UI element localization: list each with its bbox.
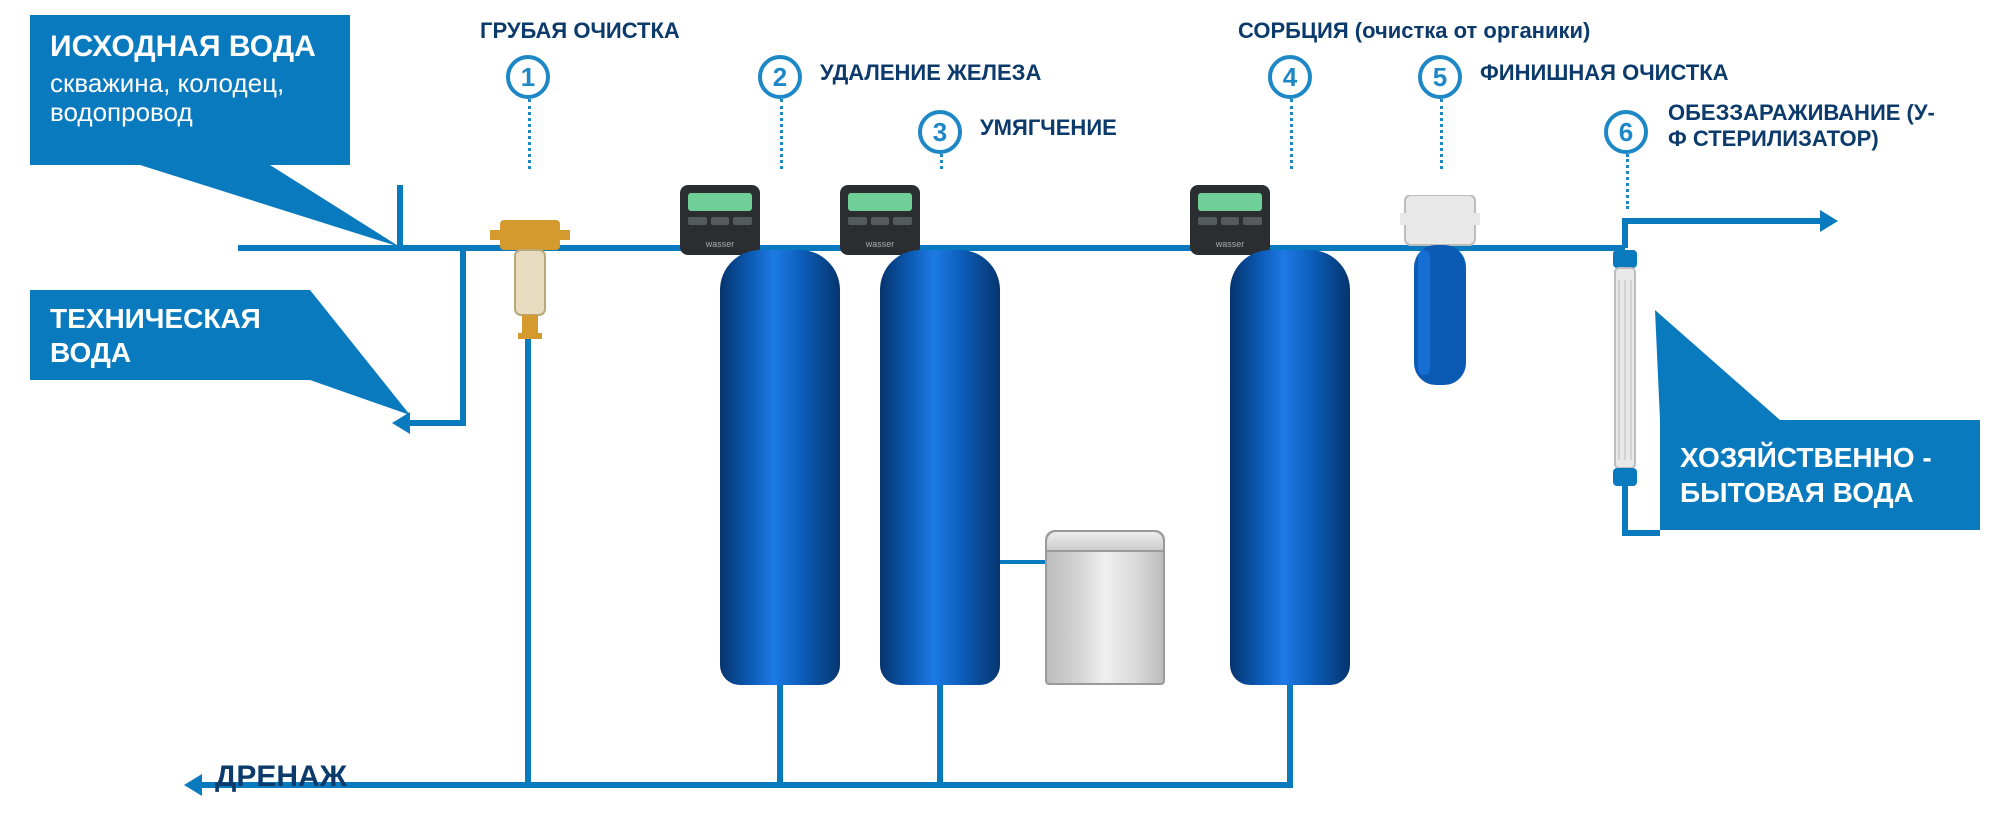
pipe-tech-vert	[460, 245, 466, 423]
arrow-drain	[184, 774, 202, 796]
stage-number-6: 6	[1604, 110, 1648, 154]
callout-inflow-title: ИСХОДНАЯ ВОДА	[50, 30, 340, 65]
stage-dots-6	[1626, 154, 1629, 209]
pipe-tank3-drain	[1287, 685, 1293, 785]
stage-label-3: УМЯГЧЕНИЕ	[980, 115, 1117, 141]
pipe-brine	[1000, 560, 1050, 564]
pipe-drain-vert	[525, 335, 531, 788]
callout-inflow: ИСХОДНАЯ ВОДА скважина, колодец, водопро…	[0, 0, 48, 36]
pipe-inflow-drop	[397, 185, 403, 248]
arrow-out	[1820, 210, 1838, 232]
stage-label-5: ФИНИШНАЯ ОЧИСТКА	[1480, 60, 1729, 86]
stage-number-5: 5	[1418, 55, 1462, 99]
stage-dots-5	[1440, 99, 1443, 169]
cartridge-filter	[1400, 195, 1480, 410]
stage-dots-3	[940, 154, 943, 169]
stage-label-1: ГРУБАЯ ОЧИСТКА	[480, 18, 680, 44]
pipe-drain-ext	[525, 782, 1293, 788]
brine-tank	[1045, 530, 1165, 685]
stage-dots-1	[528, 99, 531, 169]
stage-label-4: СОРБЦИЯ (очистка от органики)	[1238, 18, 1590, 44]
uv-sterilizer	[1605, 250, 1645, 495]
arrow-tech	[392, 412, 410, 434]
pipe-tank2-drain	[937, 685, 943, 785]
pipe-uv-btm	[1622, 530, 1660, 536]
pipe-uv-top	[1622, 218, 1822, 224]
stage-label-2: УДАЛЕНИЕ ЖЕЛЕЗА	[820, 60, 1041, 86]
prefilter	[490, 220, 570, 355]
pipe-tech-horiz	[408, 420, 466, 426]
callout-household-title: ХОЗЯЙСТВЕННО - БЫТОВАЯ ВОДА	[1680, 440, 1970, 510]
stage-number-1: 1	[506, 55, 550, 99]
stage-dots-2	[780, 99, 783, 169]
callout-inflow-sub: скважина, колодец, водопровод	[50, 69, 340, 129]
stage-number-3: 3	[918, 110, 962, 154]
pipe-tank1-drain	[777, 685, 783, 785]
callout-technical: ТЕХНИЧЕСКАЯ ВОДА	[30, 290, 430, 475]
stage-number-2: 2	[758, 55, 802, 99]
drain-label: ДРЕНАЖ	[215, 760, 347, 794]
stage-dots-4	[1290, 99, 1293, 169]
callout-technical-title: ТЕХНИЧЕСКАЯ ВОДА	[50, 302, 300, 369]
stage-number-4: 4	[1268, 55, 1312, 99]
stage-label-6: ОБЕЗЗАРАЖИВАНИЕ (У-Ф СТЕРИЛИЗАТОР)	[1668, 100, 1948, 153]
